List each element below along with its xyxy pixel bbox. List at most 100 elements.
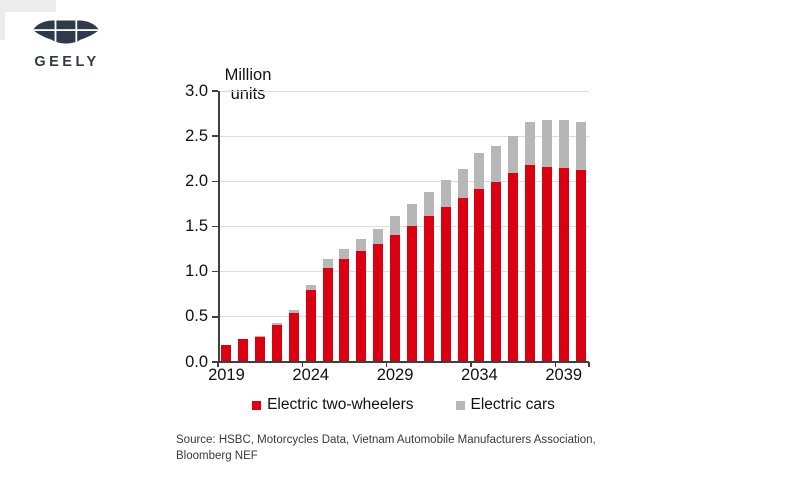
bar-segment-electric-two-wheelers-2021 — [255, 336, 266, 361]
bar-segment-electric-cars-2022 — [272, 323, 283, 325]
bar-2025 — [322, 258, 333, 361]
bar-segment-electric-two-wheelers-2033 — [457, 198, 468, 361]
x-axis-line — [218, 361, 589, 363]
bar-segment-electric-cars-2036 — [508, 136, 519, 174]
bar-segment-electric-two-wheelers-2040 — [575, 169, 586, 361]
legend-item-electric-two-wheelers: Electric two-wheelers — [252, 396, 414, 414]
corner-artifact-top — [0, 0, 56, 12]
bar-segment-electric-cars-2023 — [288, 309, 299, 314]
y-tick-label: 2.0 — [185, 171, 208, 190]
bar-segment-electric-cars-2030 — [406, 203, 417, 226]
bar-segment-electric-two-wheelers-2028 — [373, 243, 384, 361]
y-axis-title: Million units — [224, 66, 272, 103]
bar-2026 — [339, 249, 350, 361]
legend: Electric two-wheelers Electric cars — [218, 396, 589, 414]
bar-segment-electric-two-wheelers-2031 — [423, 215, 434, 361]
bar-segment-electric-cars-2035 — [491, 146, 502, 183]
bar-2024 — [305, 285, 316, 361]
bar-segment-electric-cars-2033 — [457, 168, 468, 199]
geely-emblem-icon — [33, 20, 99, 44]
bar-2023 — [288, 309, 299, 361]
gridline-2.0 — [218, 180, 589, 182]
bar-segment-electric-two-wheelers-2026 — [339, 258, 350, 361]
gridline-1.0 — [218, 271, 589, 273]
gridline-0.5 — [218, 316, 589, 318]
bar-2029 — [390, 216, 401, 361]
y-tick-1.5 — [212, 225, 218, 228]
bar-2019 — [221, 344, 232, 361]
bar-segment-electric-two-wheelers-2020 — [238, 339, 249, 361]
bar-segment-electric-cars-2026 — [339, 249, 350, 259]
bar-2028 — [373, 229, 384, 361]
bar-segment-electric-cars-2037 — [524, 121, 535, 165]
y-tick-1.0 — [212, 270, 218, 273]
bar-segment-electric-two-wheelers-2024 — [305, 289, 316, 361]
x-tick-label: 2034 — [461, 366, 498, 384]
y-tick-label: 3.0 — [185, 81, 208, 100]
bar-segment-electric-two-wheelers-2038 — [541, 166, 552, 361]
legend-item-electric-cars: Electric cars — [455, 396, 555, 414]
bar-2035 — [491, 146, 502, 361]
gridline-3.0 — [218, 90, 589, 92]
y-tick-2.0 — [212, 180, 218, 183]
bar-2033 — [457, 168, 468, 361]
gridline-1.5 — [218, 226, 589, 227]
legend-label-electric-cars: Electric cars — [470, 396, 555, 413]
bar-2040 — [575, 121, 586, 361]
bar-segment-electric-cars-2025 — [322, 258, 333, 268]
bar-segment-electric-two-wheelers-2029 — [390, 235, 401, 361]
x-tick-label: 2024 — [292, 366, 330, 384]
bar-segment-electric-two-wheelers-2039 — [558, 167, 569, 361]
bar-2020 — [238, 339, 249, 361]
bar-2036 — [508, 136, 519, 361]
bar-segment-electric-two-wheelers-2032 — [440, 207, 451, 361]
bar-segment-electric-cars-2024 — [305, 285, 316, 290]
bar-segment-electric-cars-2034 — [474, 153, 485, 190]
geely-wordmark: GEELY — [34, 54, 100, 70]
bar-segment-electric-cars-2027 — [356, 239, 367, 251]
bar-segment-electric-two-wheelers-2030 — [406, 225, 417, 361]
bar-segment-electric-cars-2028 — [373, 229, 384, 244]
gridline-2.5 — [218, 135, 589, 137]
bar-segment-electric-cars-2031 — [423, 192, 434, 216]
bar-segment-electric-two-wheelers-2025 — [322, 267, 333, 361]
y-tick-label: 1.5 — [185, 217, 208, 235]
bar-segment-electric-two-wheelers-2022 — [272, 324, 283, 361]
geely-logo: GEELY — [30, 19, 102, 70]
corner-artifact-left — [0, 0, 5, 40]
bar-segment-electric-two-wheelers-2036 — [508, 173, 519, 361]
y-tick-3.0 — [212, 90, 218, 92]
bar-2021 — [255, 335, 266, 361]
y-axis-labels: 0.0 0.5 1.0 1.5 2.0 2.5 3.0 — [168, 82, 208, 371]
y-tick-label: 2.5 — [185, 126, 208, 145]
bar-segment-electric-two-wheelers-2027 — [356, 250, 367, 361]
y-tick-2.5 — [212, 135, 218, 137]
legend-label-electric-two-wheelers: Electric two-wheelers — [267, 396, 414, 413]
x-tick — [217, 362, 219, 367]
bar-segment-electric-cars-2021 — [255, 335, 266, 337]
bar-segment-electric-two-wheelers-2023 — [288, 313, 299, 361]
y-tick-label: 0.5 — [185, 307, 208, 326]
x-tick-label: 2039 — [545, 366, 583, 384]
bar-2027 — [356, 239, 367, 361]
bar-2038 — [541, 119, 552, 361]
x-tick — [385, 362, 388, 367]
x-axis-labels: 2019 2024 2029 2034 2039 — [208, 366, 589, 388]
x-tick — [554, 362, 557, 367]
y-tick-label: 1.0 — [185, 262, 208, 281]
y-tick-label: 0.0 — [185, 352, 208, 371]
bar-2030 — [406, 203, 417, 361]
y-axis-line — [218, 91, 220, 362]
source-note: Source: HSBC, Motorcycles Data, Vietnam … — [176, 434, 596, 462]
bar-2032 — [440, 180, 451, 361]
y-tick-0.0 — [212, 361, 218, 363]
bar-2034 — [474, 153, 485, 361]
x-tick — [588, 362, 590, 367]
bar-segment-electric-two-wheelers-2019 — [221, 344, 232, 361]
bar-2037 — [524, 121, 535, 361]
bar-segment-electric-cars-2038 — [541, 119, 552, 167]
bar-segment-electric-cars-2039 — [558, 119, 569, 168]
bar-2039 — [558, 119, 569, 361]
bar-2031 — [423, 192, 434, 361]
plot-area — [212, 90, 590, 367]
